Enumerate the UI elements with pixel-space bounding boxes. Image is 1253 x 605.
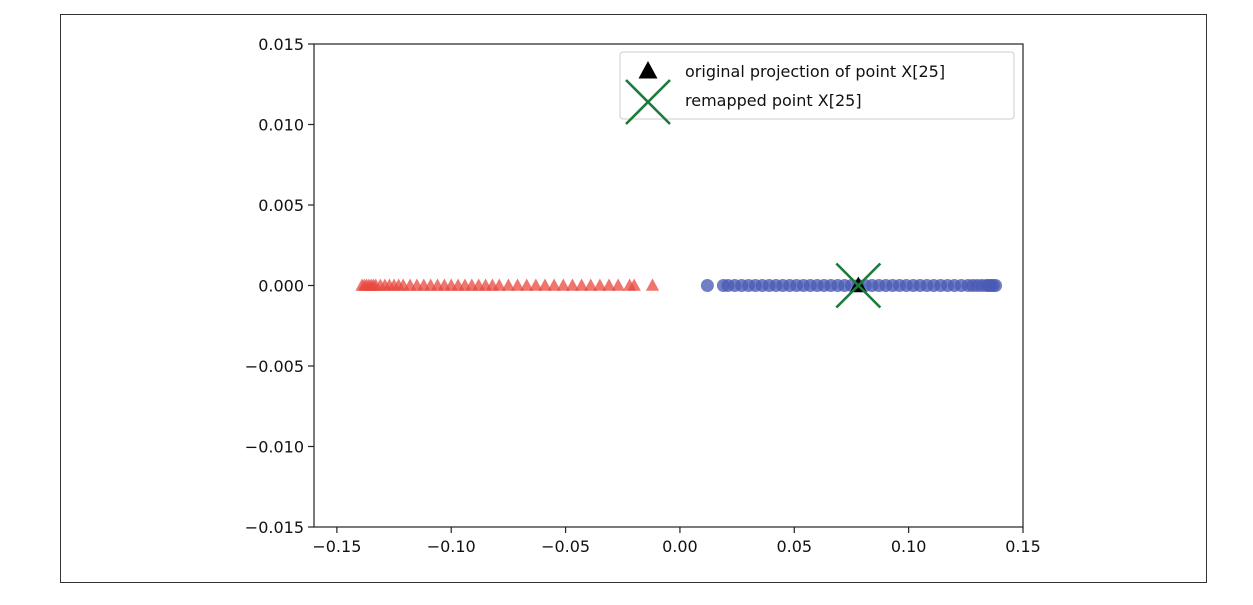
class0-triangle-point <box>556 278 570 291</box>
class0-triangle-point <box>574 278 589 291</box>
x-tick-label: 0.00 <box>662 537 698 556</box>
x-tick-label: −0.05 <box>541 537 590 556</box>
y-tick-label: 0.015 <box>258 35 304 54</box>
legend-cross-icon <box>625 79 671 125</box>
y-tick-label: −0.005 <box>245 357 304 376</box>
axes-layer: −0.15 −0.10 −0.05 0.00 0.05 0.10 0.15 0.015 0.01… <box>245 35 1041 556</box>
class0-triangle-point <box>565 278 580 291</box>
x-tick-label: 0.10 <box>891 537 927 556</box>
class0-triangle-point <box>547 278 561 291</box>
x-tick-label: 0.05 <box>776 537 812 556</box>
class0-triangle-point <box>627 278 641 291</box>
legend-entry-label: remapped point X[25] <box>685 91 862 110</box>
x-tick-label: −0.10 <box>427 537 476 556</box>
remapped-point-marker <box>835 262 882 309</box>
class0-triangle-point <box>520 278 534 291</box>
x-tick-label: 0.15 <box>1005 537 1041 556</box>
class0-triangle-point <box>501 278 516 291</box>
class0-triangle-point <box>593 278 607 291</box>
class0-triangle-point <box>510 278 525 291</box>
y-tick-label: −0.015 <box>245 518 304 537</box>
class0-triangle-point <box>611 278 625 291</box>
legend-triangle-icon <box>638 61 658 79</box>
y-tick-label: 0.000 <box>258 277 304 296</box>
legend: original projection of point X[25] remapp… <box>619 51 1015 125</box>
class0-triangle-point <box>529 278 543 291</box>
x-tick-label: −0.15 <box>312 537 361 556</box>
legend-entry-label: original projection of point X[25] <box>685 62 945 81</box>
class0-triangle-point <box>538 278 552 291</box>
class1-circle-point <box>700 279 714 292</box>
class1-circle-point <box>989 279 1003 292</box>
y-tick-label: 0.010 <box>258 116 304 135</box>
y-tick-label: 0.005 <box>258 196 304 215</box>
class0-triangle-point <box>602 278 616 291</box>
y-tick-label: −0.010 <box>245 438 304 457</box>
legend-box <box>619 51 1015 120</box>
class0-triangle-point <box>492 278 506 291</box>
scatter-chart: −0.15 −0.10 −0.05 0.00 0.05 0.10 0.15 0.015 0.01… <box>245 35 1041 556</box>
class0-triangle-point <box>584 278 598 291</box>
figure-frame: −0.15 −0.10 −0.05 0.00 0.05 0.10 0.15 0.015 0.01… <box>60 14 1207 583</box>
class0-triangle-point <box>645 278 660 291</box>
marks-layer <box>355 262 1003 309</box>
